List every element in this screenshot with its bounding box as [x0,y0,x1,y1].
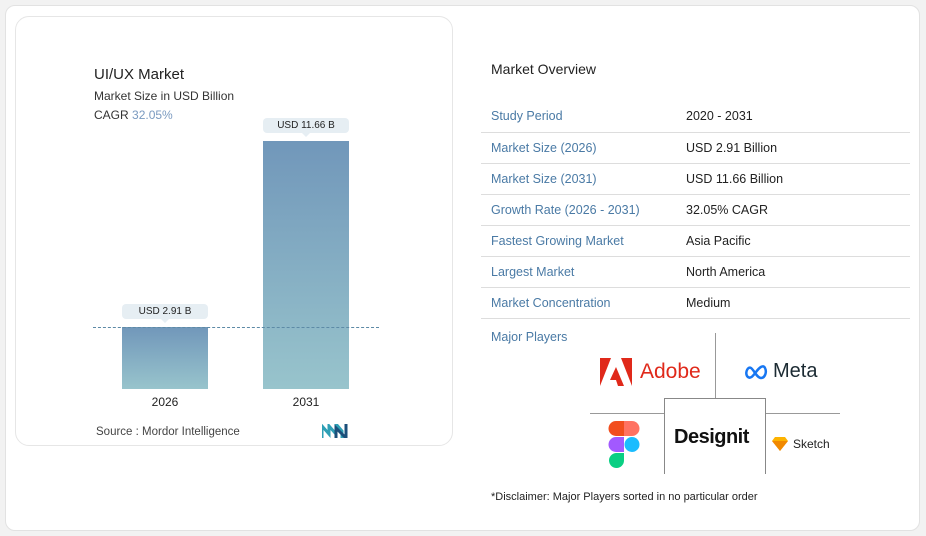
data-label: USD 2.91 B [122,304,208,324]
cagr-label: CAGR [94,108,129,122]
figma-logo-icon [608,421,640,468]
chart-subtitle: Market Size in USD Billion [94,89,235,103]
disclaimer: *Disclaimer: Major Players sorted in no … [491,491,758,503]
overview-table: Study Period 2020 - 2031 Market Size (2026… [481,101,910,319]
overview-row: Growth Rate (2026 - 2031) 32.05% CAGR [481,194,910,226]
sketch-logo-icon [772,437,788,451]
row-key: Study Period [481,101,676,133]
overview-row: Fastest Growing Market Asia Pacific [481,225,910,257]
major-players-label: Major Players [491,330,568,344]
overview-row: Market Size (2031) USD 11.66 Billion [481,163,910,195]
row-key: Market Concentration [481,287,676,319]
divider-box [664,398,766,474]
row-key: Market Size (2031) [481,163,676,195]
chart-title: UI/UX Market [94,66,185,83]
row-value: 32.05% CAGR [676,194,910,226]
row-key: Growth Rate (2026 - 2031) [481,194,676,226]
overview-row: Largest Market North America [481,256,910,288]
player-adobe: Adobe [600,358,701,386]
cagr: CAGR 32.05% [94,108,173,122]
row-key: Fastest Growing Market [481,225,676,257]
overview-row: Market Concentration Medium [481,287,910,319]
row-key: Largest Market [481,256,676,288]
meta-logo-icon [745,364,768,379]
divider [715,333,716,398]
player-meta: Meta [744,360,817,383]
bar-2031 [263,141,349,389]
cagr-value: 32.05% [132,108,173,122]
row-value: USD 2.91 Billion [676,132,910,164]
reference-line [93,327,379,328]
row-value: Asia Pacific [676,225,910,257]
row-key: Market Size (2026) [481,132,676,164]
category-label: 2031 [292,395,320,409]
chart-card [15,16,453,446]
row-value: USD 11.66 Billion [676,163,910,195]
bar-2026 [122,327,208,389]
overview-title: Market Overview [491,61,597,77]
category-label: 2026 [151,395,179,409]
player-sketch: Sketch [772,437,830,451]
row-value: North America [676,256,910,288]
source: Source : Mordor Intelligence [96,426,240,438]
overview-row: Study Period 2020 - 2031 [481,101,910,133]
row-value: 2020 - 2031 [676,101,910,133]
adobe-logo-icon [600,358,632,386]
row-value: Medium [676,287,910,319]
overview-row: Market Size (2026) USD 2.91 Billion [481,132,910,164]
mordor-logo-icon [322,424,348,438]
data-label: USD 11.66 B [263,118,349,137]
player-designit: Designit [674,426,749,448]
